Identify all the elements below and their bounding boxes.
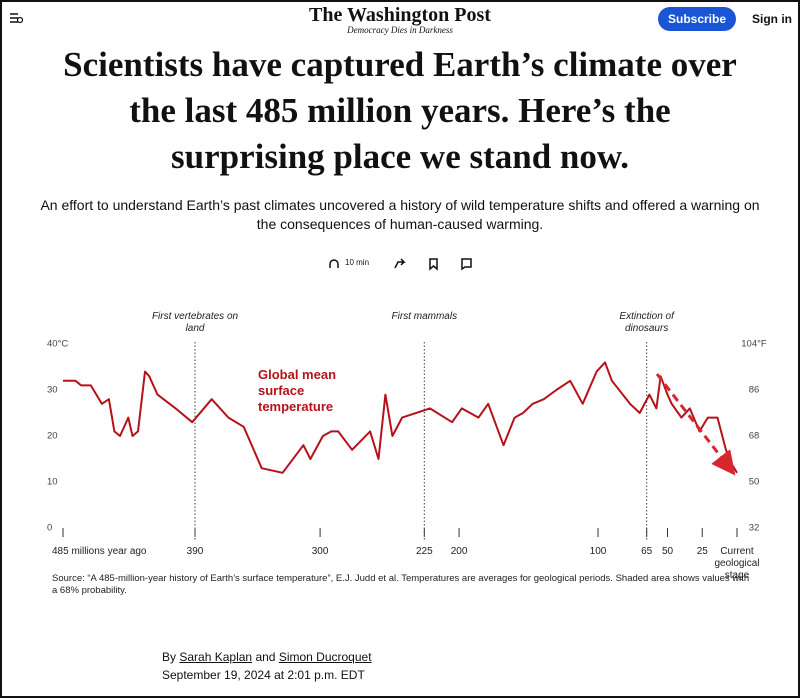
byline: By Sarah Kaplan and Simon Ducroquet [162, 650, 372, 664]
author-link[interactable]: Simon Ducroquet [278, 650, 372, 664]
logo[interactable]: The Washington Post [309, 4, 491, 26]
x-tick-label: Current geological stage [714, 546, 760, 581]
by: By [162, 650, 177, 664]
annotation: First mammals [391, 311, 458, 322]
x-tick-label: 300 [311, 546, 329, 557]
trend-arrow [655, 373, 736, 476]
sign-in[interactable]: Sign in [752, 12, 792, 26]
share-icon[interactable] [394, 258, 406, 269]
bookmark-icon[interactable] [429, 258, 438, 271]
date: September 19, 2024 at 2:01 p.m. EDT [162, 668, 365, 682]
y2-tick-label: 50 [749, 477, 760, 488]
dek: An effort to understand Earth’s past cli… [40, 197, 760, 232]
author-link[interactable]: Sarah Kaplan [179, 650, 253, 664]
toolbar [329, 258, 472, 271]
annotation: First vertebrates on land [151, 311, 239, 334]
read-time: 10 min [345, 258, 370, 267]
x-tick-label: 225 [415, 546, 433, 557]
subscribe-button[interactable]: Subscribe [658, 7, 736, 31]
listen-icon[interactable] [329, 259, 339, 268]
y-tick-label: 30 [47, 385, 58, 396]
y-tick-label: 40°C [47, 339, 68, 350]
headline: Scientists have captured Earth’s climate… [63, 45, 737, 176]
y2-tick-label: 32 [749, 523, 760, 534]
data-line [63, 361, 738, 474]
and: and [255, 650, 276, 664]
y-tick-label: 20 [47, 431, 58, 442]
tagline: Democracy Dies in Darkness [347, 25, 453, 35]
comment-icon[interactable] [461, 258, 472, 271]
chart: 0 10 20 30 40°C 32 50 68 86 104°F Global mean sur… [0, 300, 800, 600]
x-tick-label: 25 [696, 546, 708, 557]
x-tick-label: 200 [450, 546, 468, 557]
y2-tick-label: 104°F [741, 339, 767, 350]
x-tick-label: 50 [661, 546, 674, 557]
menu-icon[interactable] [8, 10, 24, 26]
y-tick-label: 10 [47, 477, 58, 488]
x-tick-label: 485 millions year ago [52, 546, 147, 557]
chart-svg: 0 10 20 30 40°C 32 50 68 86 104°F [47, 339, 767, 540]
source: Source: “A 485-million-year history of E… [52, 573, 750, 596]
y2-tick-label: 68 [749, 431, 760, 442]
x-tick-label: 65 [641, 546, 653, 557]
y-tick-label: 0 [47, 523, 52, 534]
x-tick-label: 390 [186, 546, 204, 557]
x-tick-label: 100 [589, 546, 607, 557]
y2-tick-label: 86 [749, 385, 760, 396]
series-label: Global mean surface temperature [258, 367, 337, 414]
annotation: Extinction of dinosaurs [619, 311, 674, 334]
